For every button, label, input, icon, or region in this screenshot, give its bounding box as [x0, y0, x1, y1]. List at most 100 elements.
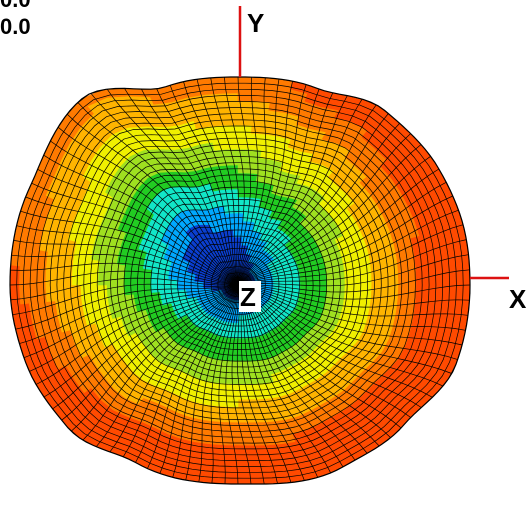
mesh-ring — [63, 125, 416, 438]
mesh-spoke — [237, 195, 453, 286]
mesh-spoke — [156, 88, 239, 286]
mesh-spoke — [106, 88, 239, 286]
surface-outline — [9, 76, 471, 485]
mesh-spoke — [20, 210, 239, 286]
mesh-spoke — [225, 284, 239, 484]
mesh-spoke — [10, 270, 239, 286]
surface-cell — [415, 284, 426, 302]
mesh-spoke — [237, 168, 440, 286]
surface-cell — [225, 414, 239, 424]
pattern-surface — [9, 76, 471, 485]
mesh-spoke — [237, 224, 464, 286]
surface-cell — [415, 268, 426, 286]
surface-cell — [370, 284, 382, 298]
surface-cell — [388, 284, 399, 300]
mesh-spoke — [70, 284, 239, 432]
mesh-spoke — [237, 104, 377, 286]
surface-cell — [232, 220, 239, 230]
mesh-spoke — [237, 92, 334, 286]
mesh-ring — [96, 156, 382, 409]
surface-cell — [115, 263, 126, 276]
surface-cell — [237, 361, 246, 370]
surface-cell — [44, 267, 55, 286]
mesh-spoke — [237, 284, 402, 429]
mesh-ring — [29, 95, 450, 467]
mesh-ring — [163, 217, 314, 350]
mesh-spoke — [224, 77, 245, 286]
surface-cell — [237, 475, 256, 484]
surface-cell — [226, 156, 239, 166]
surface-cell — [237, 180, 248, 190]
surface-cell — [237, 77, 257, 86]
mesh-spoke — [237, 284, 332, 474]
mesh-spoke — [218, 284, 239, 484]
mesh-spoke — [237, 269, 470, 293]
mesh-spoke — [237, 254, 469, 287]
mesh-spoke — [237, 284, 466, 331]
mesh-spoke — [237, 98, 363, 286]
mesh-spoke — [237, 113, 389, 286]
mesh-spoke — [237, 284, 469, 317]
surface-cell — [237, 116, 254, 126]
surface-cell — [219, 77, 239, 86]
mesh-spoke — [172, 284, 239, 478]
surface-cell — [229, 196, 239, 206]
mesh-spoke — [237, 284, 380, 447]
surface-cell — [237, 156, 250, 166]
surface-cell — [371, 272, 382, 286]
surface-cell — [237, 338, 244, 347]
mesh-spoke — [237, 284, 305, 481]
mesh-spoke — [10, 277, 239, 301]
mesh-ring — [110, 168, 368, 397]
mesh-ring — [170, 223, 307, 344]
mesh-spoke — [147, 284, 239, 469]
mesh-spoke — [236, 284, 265, 484]
surface-cell — [308, 277, 319, 286]
surface-cell — [352, 262, 363, 276]
mesh-spoke — [237, 284, 463, 346]
mesh-spoke — [237, 123, 400, 286]
surface-cell — [237, 132, 252, 142]
mesh-spoke — [23, 284, 239, 359]
mesh-ring — [157, 211, 321, 356]
surface-cell — [10, 264, 20, 286]
mesh-spoke — [61, 284, 239, 421]
z-axis-label: Z — [240, 282, 256, 312]
mesh-spoke — [237, 77, 252, 286]
mesh-spoke — [159, 284, 239, 474]
y-axis-label: Y — [247, 8, 264, 38]
mesh-spoke — [237, 84, 307, 286]
mesh-spoke — [109, 284, 239, 453]
mesh-spoke — [210, 284, 239, 484]
surface-cell — [308, 270, 319, 280]
mesh-spoke — [237, 284, 356, 461]
mesh-ring — [103, 162, 375, 403]
mesh-spoke — [57, 126, 239, 286]
surface-cell — [220, 375, 231, 385]
surface-cell — [224, 422, 239, 431]
surface-cell — [212, 140, 227, 151]
surface-cell — [27, 284, 38, 304]
surface-cell — [261, 421, 278, 431]
mesh-spoke — [237, 77, 267, 286]
surface-cell — [246, 172, 258, 183]
surface-cell — [71, 270, 81, 286]
mesh-ring — [116, 174, 362, 391]
axes: Y X Z — [238, 6, 527, 314]
mesh-spoke — [237, 156, 431, 286]
mesh-spoke — [12, 283, 239, 316]
mesh-spoke — [16, 225, 239, 286]
mesh-spoke — [237, 284, 470, 300]
mesh-spoke — [141, 88, 239, 286]
mesh-spoke — [90, 93, 239, 286]
surface-cell — [249, 414, 263, 424]
mesh-spoke — [237, 95, 348, 286]
mesh-spoke — [52, 284, 239, 410]
surface-cell — [225, 140, 239, 150]
mesh-spoke — [210, 77, 240, 286]
mesh-spoke — [237, 284, 319, 478]
surface-cell — [388, 270, 399, 286]
surface-cell — [237, 414, 251, 424]
surface-cell — [237, 460, 255, 470]
surface-cell — [205, 459, 223, 469]
